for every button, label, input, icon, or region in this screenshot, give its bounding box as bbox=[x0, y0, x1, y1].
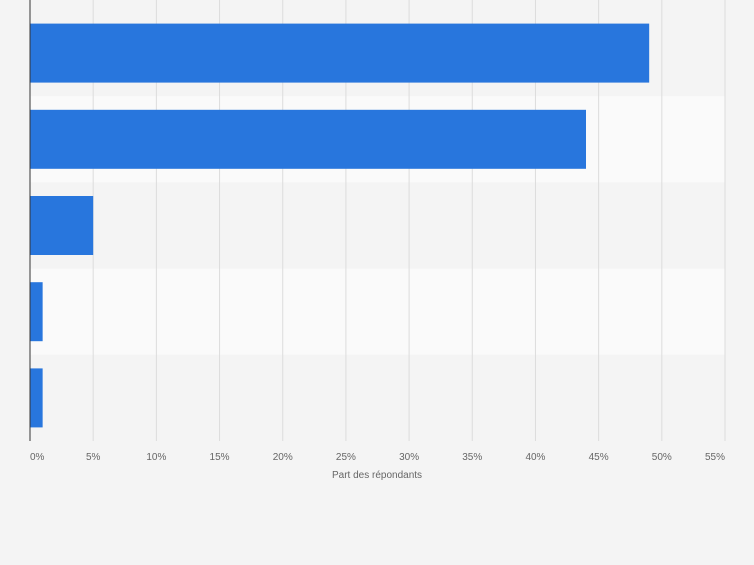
x-tick-label: 25% bbox=[336, 452, 356, 463]
bar[interactable] bbox=[30, 23, 650, 83]
row-band bbox=[30, 182, 725, 269]
x-tick-label: 35% bbox=[462, 452, 482, 463]
bar[interactable] bbox=[30, 109, 586, 169]
x-tick-label: 45% bbox=[589, 452, 609, 463]
bar[interactable] bbox=[30, 368, 43, 428]
row-band bbox=[30, 354, 725, 441]
bar[interactable] bbox=[30, 196, 94, 255]
bars bbox=[30, 23, 650, 428]
x-tick-label: 10% bbox=[146, 452, 166, 463]
x-tick-label: 5% bbox=[86, 452, 101, 463]
x-tick-label: 55% bbox=[705, 452, 725, 463]
x-tick-label: 20% bbox=[273, 452, 293, 463]
x-tick-label: 50% bbox=[652, 452, 672, 463]
x-tick-labels: 0% 5% 10% 15% 20% 25% 30% 35% 40% 45% 50% 55% bbox=[30, 452, 725, 463]
bar[interactable] bbox=[30, 282, 43, 342]
x-tick-label: 40% bbox=[525, 452, 545, 463]
x-axis-label: Part des répondants bbox=[332, 470, 422, 481]
x-tick-label: 15% bbox=[210, 452, 230, 463]
x-tick-label: 30% bbox=[399, 452, 419, 463]
x-tick-label: 0% bbox=[30, 452, 45, 463]
row-band bbox=[30, 268, 725, 355]
